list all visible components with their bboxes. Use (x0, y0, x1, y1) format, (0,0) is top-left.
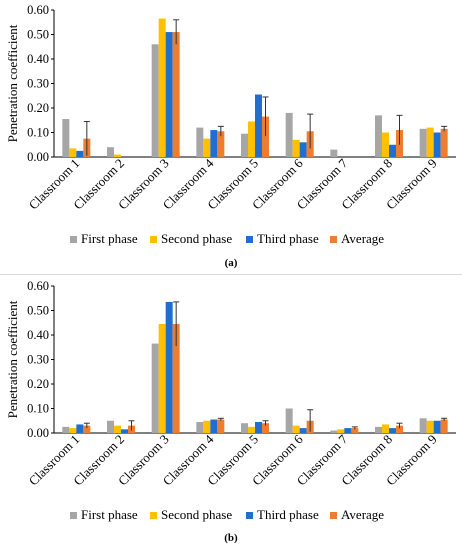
legend-label: First phase (81, 231, 138, 246)
legend-swatch (330, 236, 337, 243)
bar-average (440, 128, 448, 157)
legend-swatch (150, 236, 157, 243)
legend-label: Average (341, 507, 384, 522)
legend-label: Second phase (161, 507, 232, 522)
bar-first-phase (62, 426, 70, 433)
bar-second-phase (69, 428, 77, 433)
bar-average (172, 323, 180, 433)
bar-average (351, 428, 359, 433)
y-tick-label: 0.60 (27, 279, 49, 293)
y-tick-label: 0.30 (27, 353, 49, 367)
bar-second-phase (69, 148, 77, 157)
bar-average (172, 32, 180, 157)
bar-average (440, 419, 448, 433)
bar-second-phase (114, 154, 121, 157)
legend-label: Second phase (161, 231, 232, 246)
bar-average (396, 425, 403, 433)
bar-first-phase (151, 44, 159, 157)
bar-first-phase (285, 408, 293, 433)
y-tick-label: 0.20 (27, 377, 49, 391)
bar-second-phase (203, 420, 211, 433)
y-tick-label: 0.50 (27, 28, 49, 42)
bar-first-phase (330, 430, 338, 433)
y-tick-label: 0.20 (27, 101, 49, 115)
bar-third-phase (76, 424, 84, 433)
bar-second-phase (426, 127, 434, 157)
bar-first-phase (375, 426, 382, 433)
panel-divider (0, 274, 462, 275)
legend-label: Third phase (257, 231, 319, 246)
legend-swatch (246, 236, 253, 243)
bar-first-phase (375, 115, 382, 157)
y-tick-label: 0.40 (27, 328, 49, 342)
legend-label: Third phase (257, 507, 319, 522)
bar-second-phase (248, 121, 255, 157)
y-tick-label: 0.10 (27, 402, 49, 416)
bar-third-phase (165, 301, 173, 433)
bar-third-phase (389, 144, 396, 157)
bar-third-phase (433, 132, 441, 157)
y-axis-title: Penetration coefficient (5, 24, 20, 142)
y-tick-label: 0.40 (27, 52, 49, 66)
bar-first-phase (62, 119, 70, 157)
bar-second-phase (158, 18, 166, 158)
bar-third-phase (210, 130, 218, 157)
bar-third-phase (255, 421, 262, 433)
y-tick-label: 0.60 (27, 3, 49, 17)
legend-label: First phase (81, 507, 138, 522)
panel-label: (b) (224, 532, 238, 544)
legend-label: Average (341, 231, 384, 246)
legend-swatch (70, 236, 77, 243)
bar-first-phase (419, 128, 427, 157)
bar-first-phase (196, 421, 204, 433)
bar-third-phase (121, 429, 128, 433)
bar-average (217, 419, 225, 433)
y-tick-label: 0.50 (27, 304, 49, 318)
legend-swatch (246, 512, 253, 519)
bar-third-phase (255, 94, 262, 157)
bar-third-phase (299, 142, 307, 157)
bar-second-phase (248, 426, 255, 433)
chart-a: Penetration coefficient 0.00 0.10 0.20 0.30 0… (5, 3, 456, 269)
bar-first-phase (151, 343, 159, 433)
bar-second-phase (114, 425, 121, 433)
bar-average (262, 423, 269, 433)
bar-first-phase (107, 420, 114, 433)
y-tick-label: 0.10 (27, 126, 49, 140)
y-tick-label: 0.00 (27, 426, 49, 440)
bar-third-phase (389, 428, 396, 433)
bar-average (83, 425, 91, 433)
legend-swatch (70, 512, 77, 519)
bar-first-phase (285, 112, 293, 157)
bar-second-phase (292, 139, 300, 157)
bar-second-phase (203, 138, 211, 157)
bar-first-phase (419, 418, 427, 433)
bar-second-phase (158, 323, 166, 433)
bar-average (262, 116, 269, 157)
legend-swatch (330, 512, 337, 519)
y-tick-label: 0.00 (27, 150, 49, 164)
bar-second-phase (382, 132, 389, 157)
legend-swatch (150, 512, 157, 519)
bar-third-phase (76, 150, 84, 157)
bar-second-phase (426, 420, 434, 433)
chart-b: Penetration coefficient 0.00 0.10 0.20 0.30 0… (5, 279, 456, 544)
bar-first-phase (107, 147, 114, 157)
panel-label: (a) (225, 257, 238, 269)
bar-average (217, 131, 225, 157)
y-axis-title: Penetration coefficient (5, 300, 20, 418)
bar-third-phase (344, 428, 352, 433)
bar-first-phase (330, 149, 338, 157)
bar-third-phase (165, 32, 173, 157)
y-tick-label: 0.30 (27, 77, 49, 91)
bar-second-phase (292, 425, 300, 433)
bar-first-phase (196, 127, 204, 157)
bar-first-phase (241, 133, 248, 157)
bar-first-phase (241, 423, 248, 433)
bar-third-phase (433, 420, 441, 433)
bar-third-phase (210, 419, 218, 433)
bar-second-phase (382, 424, 389, 433)
bar-third-phase (299, 428, 307, 433)
bar-second-phase (337, 429, 345, 433)
